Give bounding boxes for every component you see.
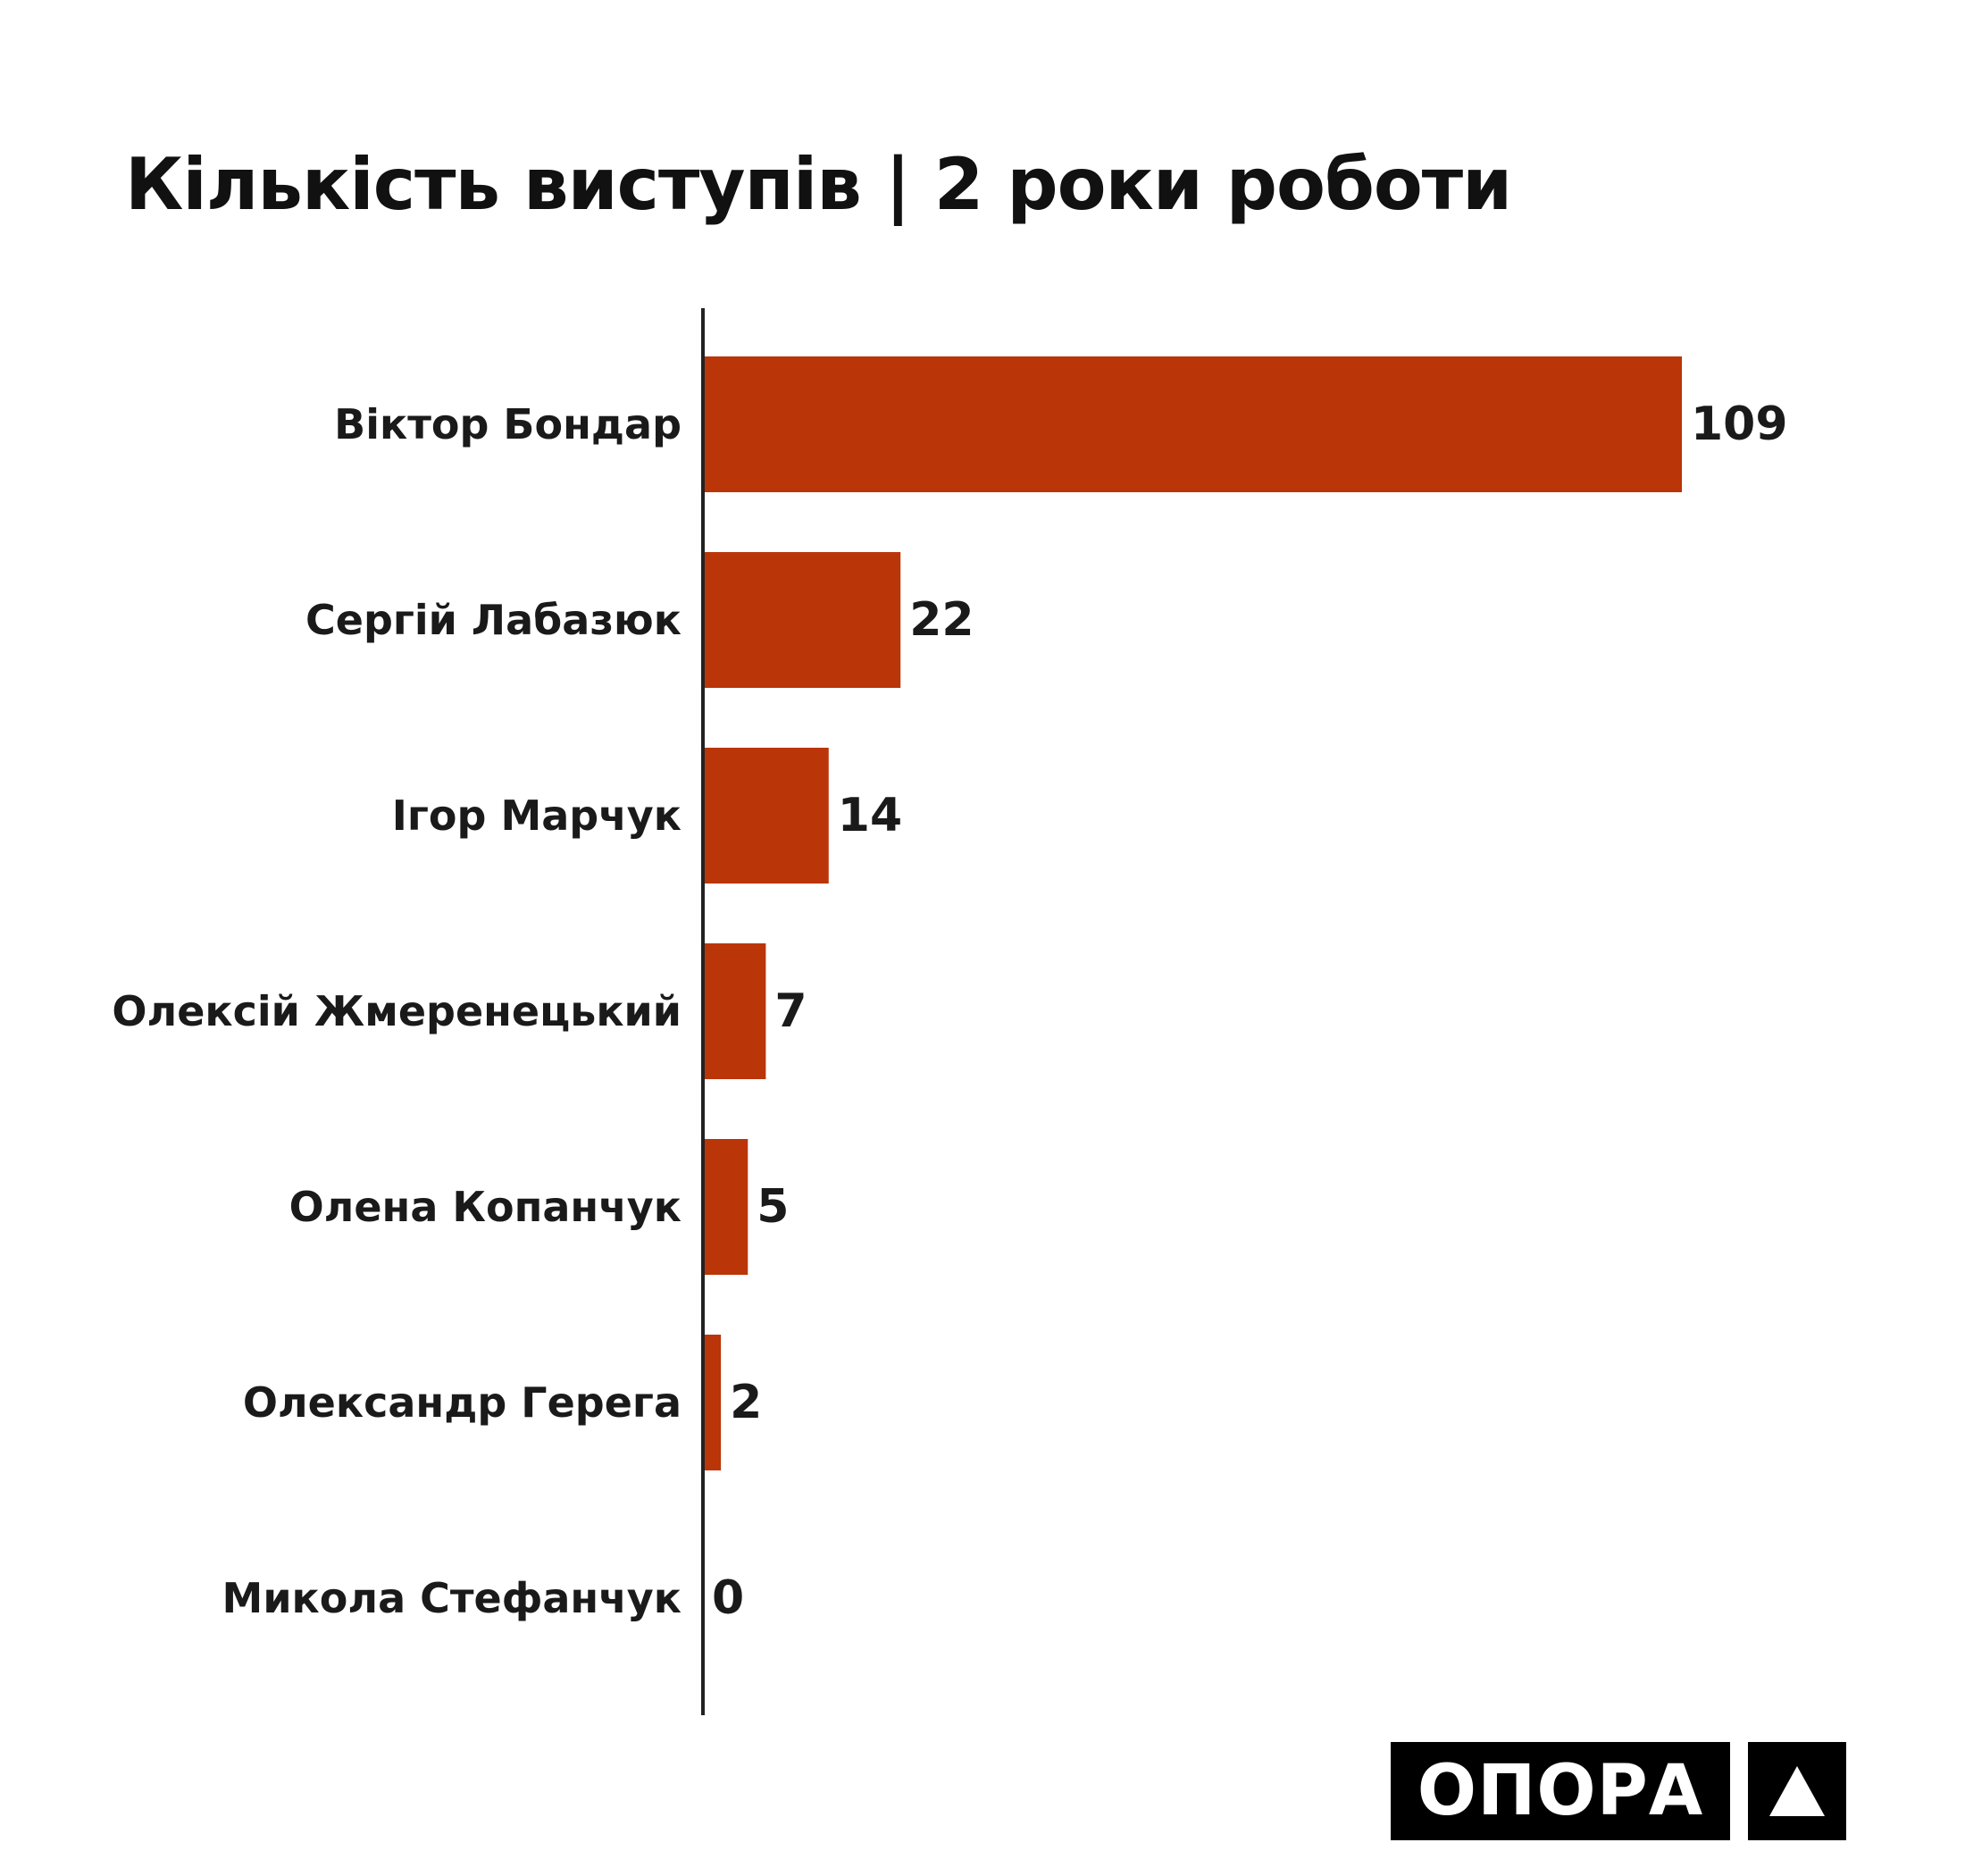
category-label: Сергій Лабазюк (305, 596, 681, 644)
category-label: Микола Стефанчук (222, 1574, 681, 1622)
bar (703, 748, 829, 884)
bar (703, 356, 1682, 492)
value-label: 7 (774, 984, 807, 1038)
logo-wordmark: ОПОРА (1391, 1742, 1730, 1840)
labels-layer: Віктор Бондар 109 Сергій Лабазюк 22 Ігор Мар… (112, 398, 1787, 1625)
triangle-logo-icon (1748, 1742, 1846, 1840)
value-label: 14 (838, 789, 902, 842)
category-label: Ігор Марчук (392, 791, 681, 840)
bar (703, 943, 766, 1079)
category-label: Олексій Жмеренецький (112, 987, 681, 1035)
category-label: Олена Копанчук (289, 1183, 681, 1231)
opora-logo: ОПОРА (1391, 1742, 1846, 1840)
bar (703, 552, 901, 688)
bar (703, 1335, 722, 1470)
bars-layer (703, 356, 1682, 1470)
value-label: 0 (712, 1571, 744, 1625)
value-label: 109 (1691, 398, 1788, 451)
category-label: Віктор Бондар (334, 400, 681, 448)
value-label: 2 (730, 1376, 762, 1429)
chart-title: Кількість виступів | 2 роки роботи (125, 143, 1512, 226)
value-label: 22 (909, 593, 974, 647)
value-label: 5 (757, 1180, 789, 1234)
category-label: Олександр Герега (243, 1378, 681, 1427)
bar (703, 1139, 748, 1275)
